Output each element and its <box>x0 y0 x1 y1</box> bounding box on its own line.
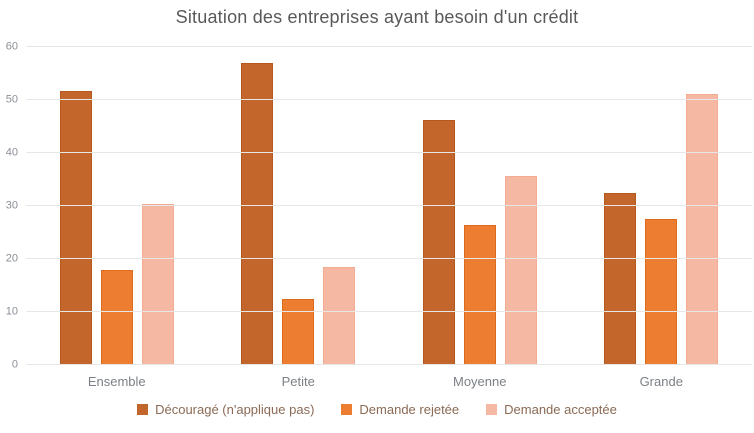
legend-item: Demande acceptée <box>486 402 617 417</box>
category-label: Ensemble <box>87 374 146 389</box>
bar-groups <box>26 47 752 365</box>
y-tick-label: 50 <box>5 93 18 106</box>
bar <box>59 91 92 365</box>
bar-group <box>389 47 571 365</box>
y-tick-label: 0 <box>11 358 18 371</box>
bar-group <box>26 47 208 365</box>
bar <box>422 119 455 365</box>
chart-title: Situation des entreprises ayant besoin d… <box>175 7 579 27</box>
y-axis: 0 10 20 30 40 50 60 <box>0 41 18 370</box>
x-axis: Ensemble Petite Moyenne Grande <box>26 374 752 389</box>
bar-group <box>571 47 753 365</box>
legend-label: Demande rejetée <box>359 402 460 417</box>
bar-group <box>208 47 390 365</box>
legend-swatch-icon <box>486 404 498 415</box>
legend: Découragé (n'applique pas) Demande rejeté… <box>0 402 754 417</box>
bar <box>604 192 637 365</box>
legend-item: Découragé (n'applique pas) <box>137 402 314 417</box>
gridline <box>26 205 752 206</box>
bar <box>141 203 174 365</box>
y-tick-label: 60 <box>5 40 18 53</box>
gridline <box>26 364 752 365</box>
plot-area <box>26 46 752 365</box>
legend-label: Demande acceptée <box>504 402 617 417</box>
bar <box>686 93 719 365</box>
bar <box>645 219 678 365</box>
category-label: Moyenne <box>453 374 507 389</box>
gridline <box>26 99 752 100</box>
category-label: Grande <box>639 374 683 389</box>
gridline <box>26 46 752 47</box>
y-tick-label: 30 <box>5 199 18 212</box>
bar <box>241 62 274 365</box>
y-tick-label: 40 <box>5 146 18 159</box>
bar <box>323 266 356 365</box>
y-tick-label: 10 <box>5 305 18 318</box>
gridline <box>26 258 752 259</box>
legend-swatch-icon <box>137 404 149 415</box>
gridline <box>26 311 752 312</box>
y-tick-label: 20 <box>5 252 18 265</box>
bar <box>100 269 133 365</box>
legend-item: Demande rejetée <box>341 402 459 417</box>
category-label: Petite <box>281 374 315 389</box>
gridline <box>26 152 752 153</box>
bar <box>282 298 315 365</box>
bar <box>504 176 537 365</box>
legend-label: Découragé (n'applique pas) <box>155 402 315 417</box>
bar <box>463 224 496 365</box>
legend-swatch-icon <box>341 404 353 415</box>
